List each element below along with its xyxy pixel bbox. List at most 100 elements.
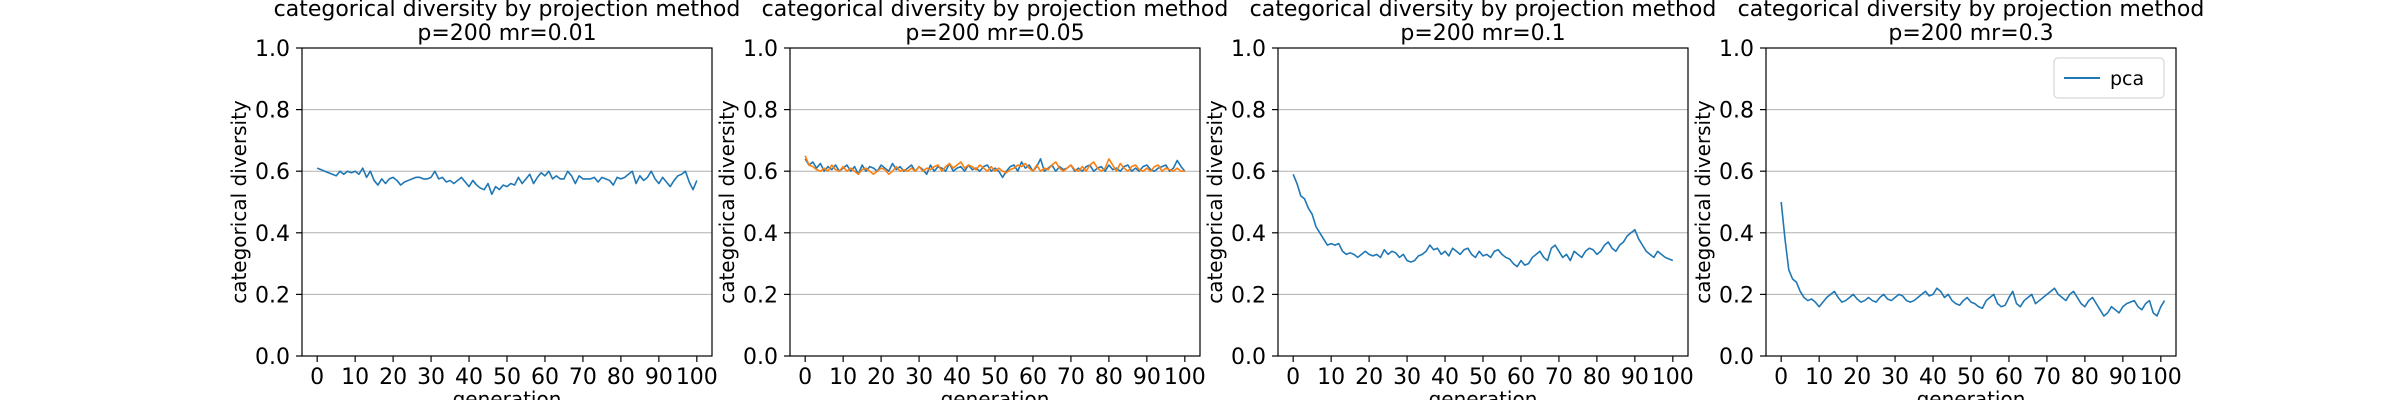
legend-label: pca	[2110, 68, 2144, 90]
plot-frame	[1277, 47, 1689, 357]
x-tick-label: 20	[1843, 365, 1871, 390]
x-tick-label: 0	[1286, 365, 1300, 390]
x-tick-label: 90	[645, 365, 673, 390]
x-tick-label: 40	[1431, 365, 1459, 390]
series-line-1	[1780, 201, 2166, 317]
chart-panel-2: 0.0 0.2 0.4 0.6 0.8 1.0 0 10 20 30 40 50 60 70 80 90 100…	[715, 0, 1228, 400]
y-tick-label: 0.0	[1719, 345, 1754, 370]
x-tick-label: 30	[905, 365, 933, 390]
x-tick-label: 50	[493, 365, 521, 390]
y-tick-label: 0.2	[1719, 283, 1754, 308]
x-tick-label: 30	[417, 365, 445, 390]
chart-subtitle: p=200 mr=0.01	[417, 21, 596, 46]
x-tick-label: 100	[676, 365, 718, 390]
y-axis-label: categorical diversity	[715, 100, 739, 304]
legend-box	[2053, 57, 2165, 99]
y-tick-label: 0.2	[743, 283, 778, 308]
y-axis-label: categorical diversity	[1203, 100, 1227, 304]
x-tick-label: 40	[1919, 365, 1947, 390]
x-tick-label: 80	[1583, 365, 1611, 390]
chart-subtitle: p=200 mr=0.1	[1400, 21, 1565, 46]
y-tick-label: 0.4	[1231, 222, 1266, 247]
x-tick-label: 0	[798, 365, 812, 390]
y-tick-label: 0.2	[255, 283, 290, 308]
y-tick-label: 0.6	[255, 160, 290, 185]
x-tick-label: 60	[1995, 365, 2023, 390]
x-tick-label: 60	[1507, 365, 1535, 390]
y-tick-label: 0.0	[743, 345, 778, 370]
x-tick-label: 60	[1019, 365, 1047, 390]
y-tick-label: 0.8	[1231, 99, 1266, 124]
chart-panel-3: 0.0 0.2 0.4 0.6 0.8 1.0 0 10 20 30 40 50 60 70 80 90 100…	[1203, 0, 1716, 400]
series-line-1	[1292, 173, 1674, 268]
y-tick-label: 0.0	[255, 345, 290, 370]
y-tick-label: 0.0	[1231, 345, 1266, 370]
y-tick-label: 0.4	[743, 222, 778, 247]
y-tick-label: 1.0	[1719, 37, 1754, 62]
y-tick-label: 1.0	[743, 37, 778, 62]
y-tick-label: 1.0	[1231, 37, 1266, 62]
y-tick-label: 0.4	[255, 222, 290, 247]
plot-frame	[789, 47, 1201, 357]
x-tick-label: 90	[1621, 365, 1649, 390]
x-axis-label: generation	[941, 387, 1050, 400]
x-tick-label: 90	[2109, 365, 2137, 390]
x-tick-label: 20	[1355, 365, 1383, 390]
x-axis-label: generation	[453, 387, 562, 400]
x-tick-label: 60	[531, 365, 559, 390]
y-tick-label: 0.8	[255, 99, 290, 124]
x-tick-label: 40	[943, 365, 971, 390]
x-tick-label: 40	[455, 365, 483, 390]
x-tick-label: 80	[2071, 365, 2099, 390]
x-tick-label: 80	[1095, 365, 1123, 390]
x-tick-label: 50	[1469, 365, 1497, 390]
x-tick-label: 20	[379, 365, 407, 390]
x-tick-label: 30	[1881, 365, 1909, 390]
x-tick-label: 70	[569, 365, 597, 390]
x-tick-label: 50	[1957, 365, 1985, 390]
x-tick-label: 10	[1805, 365, 1833, 390]
x-tick-label: 10	[341, 365, 369, 390]
chart-subtitle: p=200 mr=0.05	[905, 21, 1084, 46]
x-tick-label: 70	[2033, 365, 2061, 390]
y-axis-label: categorical diversity	[1691, 100, 1715, 304]
y-tick-label: 0.2	[1231, 283, 1266, 308]
y-axis-label: categorical diversity	[227, 100, 251, 304]
legend: pca	[2053, 57, 2165, 99]
x-tick-label: 100	[1652, 365, 1694, 390]
x-tick-label: 0	[1774, 365, 1788, 390]
x-tick-label: 10	[829, 365, 857, 390]
series-line-2	[804, 155, 1185, 176]
x-tick-label: 70	[1057, 365, 1085, 390]
x-tick-label: 20	[867, 365, 895, 390]
series-line-1	[316, 167, 698, 196]
chart-panel-4: 0.0 0.2 0.4 0.6 0.8 1.0 0 10 20 30 40 50 60 70 80 90 100…	[1691, 0, 2204, 400]
x-axis-label: generation	[1429, 387, 1538, 400]
y-tick-label: 0.6	[1719, 160, 1754, 185]
x-tick-label: 100	[1164, 365, 1206, 390]
chart-title: categorical diversity by projection meth…	[1250, 0, 1717, 22]
plot-frame	[301, 47, 713, 357]
x-tick-label: 10	[1317, 365, 1345, 390]
x-tick-label: 0	[310, 365, 324, 390]
y-tick-label: 0.6	[743, 160, 778, 185]
y-tick-label: 0.8	[743, 99, 778, 124]
y-tick-label: 0.6	[1231, 160, 1266, 185]
chart-title: categorical diversity by projection meth…	[274, 0, 741, 22]
x-axis-label: generation	[1917, 387, 2026, 400]
chart-panel-1: 0.0 0.2 0.4 0.6 0.8 1.0 0 10 20 30 40 50 60 70 80 90 100…	[227, 0, 740, 400]
x-tick-label: 30	[1393, 365, 1421, 390]
x-tick-label: 90	[1133, 365, 1161, 390]
x-tick-label: 70	[1545, 365, 1573, 390]
x-tick-label: 100	[2140, 365, 2182, 390]
chart-title: categorical diversity by projection meth…	[762, 0, 1229, 22]
y-tick-label: 0.4	[1719, 222, 1754, 247]
chart-title: categorical diversity by projection meth…	[1738, 0, 2205, 22]
y-tick-label: 1.0	[255, 37, 290, 62]
x-tick-label: 80	[607, 365, 635, 390]
x-tick-label: 50	[981, 365, 1009, 390]
series-line-1	[804, 158, 1186, 179]
chart-subtitle: p=200 mr=0.3	[1888, 21, 2053, 46]
y-tick-label: 0.8	[1719, 99, 1754, 124]
